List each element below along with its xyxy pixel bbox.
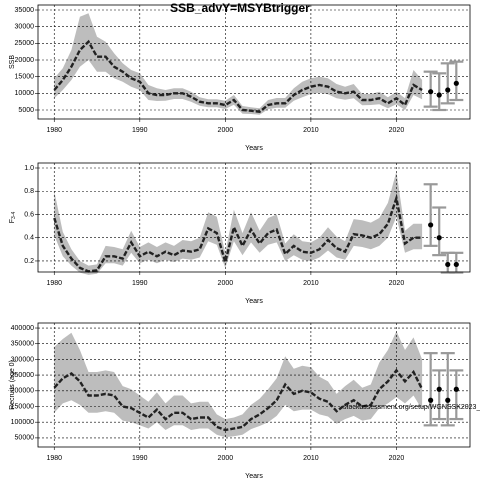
chart-title: SSB_advY=MSYBtrigger <box>170 1 310 15</box>
y-tick-label: 25000 <box>15 40 35 47</box>
forecast-point <box>428 397 434 403</box>
x-tick-label: 2020 <box>389 127 405 134</box>
y-tick-label: 15000 <box>15 74 35 81</box>
forecast-point <box>453 261 459 268</box>
confidence-band <box>54 331 423 438</box>
x-tick-label: 1980 <box>46 455 62 462</box>
y-axis-label-main: F <box>9 219 16 223</box>
panel: 50000 100000 150000 200000 250000 300000 35000… <box>9 322 480 480</box>
x-tick-label: 2020 <box>389 280 405 287</box>
forecast-point <box>428 89 434 95</box>
x-tick-label: 1980 <box>46 280 62 287</box>
confidence-band <box>54 171 423 275</box>
forecast-point <box>436 92 442 98</box>
y-tick-label: 0.2 <box>24 258 34 265</box>
plot-frame <box>37 4 471 120</box>
y-axis-label: F3-4 <box>9 212 17 224</box>
x-tick-label: 2010 <box>303 127 319 134</box>
x-tick-label: 1990 <box>132 127 148 134</box>
forecast-point <box>445 397 451 403</box>
plot-frame <box>37 162 471 273</box>
y-axis-label-sub: 3-4 <box>11 212 17 219</box>
line <box>53 39 423 113</box>
line <box>53 193 423 273</box>
y-tick-label: 1.0 <box>24 165 34 172</box>
line <box>53 368 424 432</box>
x-tick-label: 2020 <box>389 455 405 462</box>
forecast-point <box>453 80 459 86</box>
forecast-point <box>453 386 459 392</box>
x-tick-label: 2010 <box>303 455 319 462</box>
plot-frame <box>37 322 471 448</box>
y-tick-label: 150000 <box>11 403 34 410</box>
y-tick-label: 400000 <box>11 325 34 332</box>
x-axis-label: Years <box>245 298 263 305</box>
y-tick-label: 250000 <box>11 372 34 379</box>
forecast-point <box>436 235 442 241</box>
y-tick-label: 0.6 <box>24 211 34 218</box>
x-tick-label: 2000 <box>218 127 234 134</box>
y-tick-label: 350000 <box>11 341 34 348</box>
annotation: stockassessment.org/setup/WGNSSK2023_4f8… <box>343 404 480 411</box>
y-tick-label: 200000 <box>11 388 34 395</box>
y-axis-label-main: SSB <box>9 55 16 69</box>
forecast-point <box>428 222 434 228</box>
x-axis-label: Years <box>245 473 263 480</box>
y-tick-label: 300000 <box>11 356 34 363</box>
y-axis-label: SSB <box>9 55 16 69</box>
y-tick-label: 50000 <box>15 435 35 442</box>
forecast-point <box>445 87 451 93</box>
y-tick-label: 0.4 <box>24 235 34 242</box>
x-tick-label: 2010 <box>303 280 319 287</box>
forecast-point <box>445 261 451 268</box>
x-tick-label: 1990 <box>132 455 148 462</box>
x-tick-label: 1980 <box>46 127 62 134</box>
panel: 0.2 0.4 0.6 0.8 1.0 1980 1990 2000 2010 2020 Years… <box>9 162 471 305</box>
panel: 5000 10000 15000 20000 25000 30000 35000 1980 19… <box>9 4 471 152</box>
x-tick-label: 2000 <box>218 455 234 462</box>
x-tick-label: 1990 <box>132 280 148 287</box>
y-axis-label: Recruits (age 0) <box>9 360 16 410</box>
y-axis-label-main: Recruits (age 0) <box>9 360 16 410</box>
x-tick-label: 2000 <box>218 280 234 287</box>
confidence-band <box>54 13 423 115</box>
forecast-point <box>436 386 442 392</box>
y-tick-label: 20000 <box>15 57 35 64</box>
y-tick-label: 0.8 <box>24 188 34 195</box>
y-tick-label: 35000 <box>15 7 35 14</box>
y-tick-label: 10000 <box>15 90 35 97</box>
y-tick-label: 100000 <box>11 419 34 426</box>
y-tick-label: 30000 <box>15 24 35 31</box>
y-tick-label: 5000 <box>18 107 34 114</box>
x-axis-label: Years <box>245 145 263 152</box>
